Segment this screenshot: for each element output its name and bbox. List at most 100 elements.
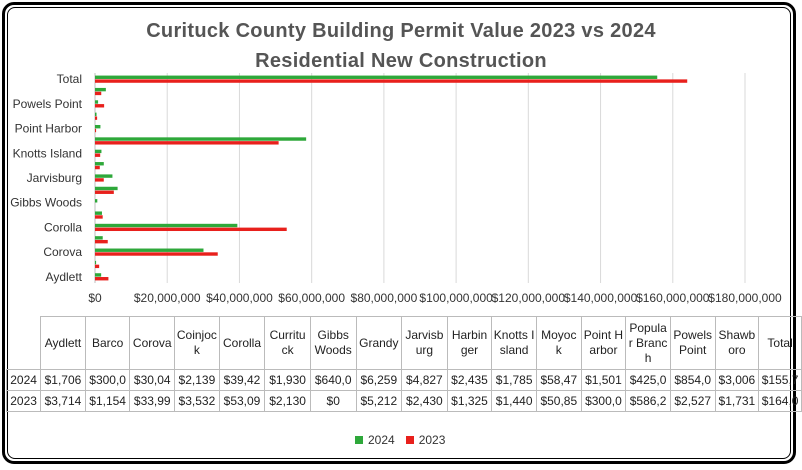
chart-title: Curituck County Building Permit Value 20…	[146, 20, 656, 42]
x-tick-label: $60,000,000	[278, 291, 345, 305]
table-corner	[6, 316, 42, 370]
bar-2024-popular-branch	[95, 112, 97, 117]
bar-2023-jarvisburg	[95, 178, 104, 182]
table-header-cell: Popula r Branch	[625, 316, 671, 370]
bar-2023-point-harbor	[95, 128, 97, 133]
bar-2024-curritu-ck	[95, 211, 102, 215]
table-cell: $1,325	[446, 390, 493, 412]
table-header-cell: Knotts Island	[491, 316, 537, 370]
table-cell: $155,7	[758, 369, 802, 391]
table-cell: $1,154	[84, 390, 131, 412]
legend-swatch-2023	[405, 436, 414, 444]
table-header-cell: Total	[758, 316, 802, 370]
bar-2023-harbinger	[95, 165, 100, 170]
bar-2024-coinjock	[95, 236, 103, 240]
table-row-label: 2024	[5, 369, 42, 391]
table-cell: $6,259	[355, 369, 403, 391]
table-row: 2023 $3,714 $1,154 $33,99 $3,532 $53,09 $2,130…	[5, 390, 802, 412]
table-header-cell: Grandy	[355, 316, 403, 370]
table-cell: $3,532	[174, 390, 220, 412]
table-header-cell: Jarvisb urg	[401, 316, 448, 370]
table-cell: $300,0	[84, 369, 131, 391]
bar-2023-curritu-ck	[95, 215, 103, 219]
bar-2024-corova	[95, 248, 204, 252]
bar-2023-powels-point	[95, 104, 105, 108]
y-tick-label: Corova	[43, 245, 82, 259]
table-cell: $2,130	[264, 390, 311, 412]
table-cell: $300,0	[580, 390, 627, 412]
table-cell: $1,501	[580, 369, 627, 391]
bar-2024-point-harbor	[95, 124, 101, 129]
table-cell: $3,714	[40, 390, 86, 412]
table-header-cell: Corova	[129, 316, 176, 370]
table-row-label: 2023	[5, 390, 42, 412]
bar-2023-corolla	[95, 227, 287, 232]
table-cell: $425,0	[625, 369, 671, 391]
bar-2023-coinjock	[95, 239, 108, 244]
table-row: 2024 $1,706 $300,0 $30,04 $2,139 $39,42 $1,930…	[5, 369, 802, 391]
x-tick-label: $100,000,000	[419, 291, 493, 305]
table-cell: $2,527	[669, 390, 716, 412]
bar-2024-harbinger	[95, 162, 104, 166]
y-tick-label: Knotts Island	[13, 146, 82, 160]
x-tick-label: $140,000,000	[564, 291, 638, 305]
y-tick-label: Jarvisburg	[27, 171, 82, 185]
bar-2023-aydlett	[95, 277, 109, 281]
table-cell: $2,139	[174, 369, 220, 391]
table-header-cell: Harbin ger	[446, 316, 493, 370]
data-table: Aydlett Barco Corova Coinjoc k Corolla Currit…	[5, 316, 802, 412]
table-header-cell: Curritu ck	[264, 316, 311, 370]
y-tick-label: Corolla	[44, 220, 82, 234]
bar-2024-aydlett	[95, 273, 102, 277]
bar-2023-knotts-island	[95, 153, 101, 157]
table-cell: $4,827	[401, 369, 448, 391]
bar-2023-popular-branch	[95, 116, 98, 120]
bar-2024-moyock	[95, 137, 307, 141]
bar-2023-total	[95, 79, 688, 83]
table-cell: $854,0	[669, 369, 716, 391]
table-cell: $39,42	[218, 369, 266, 391]
x-tick-label: $0	[88, 291, 102, 305]
table-cell: $1,930	[264, 369, 311, 391]
bar-2024-knotts-island	[95, 149, 102, 154]
table-header-cell: Barco	[84, 316, 131, 370]
bar-2024-shawboro	[95, 87, 106, 92]
bar-2023-corova	[95, 252, 218, 256]
y-tick-label: Powels Point	[13, 97, 83, 111]
bar-2024-jarvisburg	[95, 174, 113, 178]
bar-2023-shawboro	[95, 91, 102, 96]
table-cell: $50,85	[535, 390, 582, 412]
table-header-cell: Aydlett	[40, 316, 86, 370]
bar-2024-powels-point	[95, 100, 99, 104]
x-tick-label: $20,000,000	[134, 291, 201, 305]
table-header-cell: Gibbs Woods	[309, 316, 357, 370]
bar-2023-grandy	[95, 190, 114, 194]
table-cell: $2,435	[446, 369, 493, 391]
table-header-cell: Shawb oro	[714, 316, 760, 370]
x-tick-label: $40,000,000	[206, 291, 273, 305]
table-header-cell: Point Harbor	[580, 316, 627, 370]
table-cell: $164,0	[758, 390, 802, 412]
table-cell: $1,785	[491, 369, 537, 391]
table-cell: $30,04	[129, 369, 176, 391]
table-header-cell: Corolla	[218, 316, 266, 370]
table-cell: $3,006	[714, 369, 760, 391]
bar-2024-gibbs-woods	[95, 199, 98, 203]
table-header-cell: Powels Point	[669, 316, 716, 370]
x-tick-label: $180,000,000	[708, 291, 782, 305]
legend-swatch-2024	[355, 436, 363, 444]
bar-2024-grandy	[95, 186, 118, 191]
table-header-cell: Moyoc k	[535, 316, 582, 370]
table-cell: $58,47	[535, 369, 582, 391]
y-tick-label: Total	[57, 72, 82, 86]
table-cell: $640,0	[309, 369, 357, 391]
legend-label-2023: 2023	[418, 433, 446, 447]
bar-2024-total	[95, 75, 658, 79]
legend: 2024 2023	[355, 433, 445, 447]
y-tick-label: Aydlett	[46, 270, 83, 284]
x-tick-label: $80,000,000	[351, 291, 418, 305]
y-tick-label: Gibbs Woods	[10, 196, 82, 210]
table-cell: $0	[309, 390, 357, 412]
chart-subtitle: Residential New Construction	[255, 50, 547, 72]
bar-2023-barco	[95, 264, 100, 269]
